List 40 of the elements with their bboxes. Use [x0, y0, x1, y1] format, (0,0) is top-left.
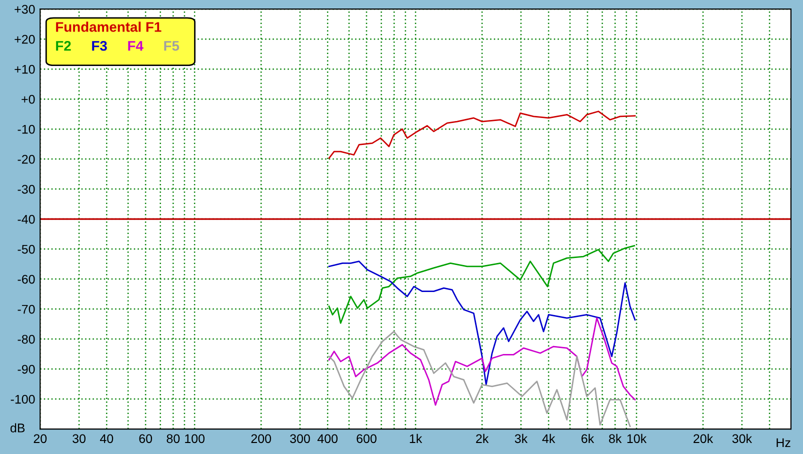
x-tick-label: 20 [34, 434, 47, 444]
x-tick-label: 40 [100, 434, 114, 444]
y-tick-label: -90 [18, 364, 35, 374]
y-tick-label: +30 [14, 4, 35, 14]
x-tick-label: 8k [609, 434, 622, 444]
y-tick-label: -50 [18, 244, 35, 254]
y-tick-label: -70 [18, 304, 35, 314]
x-tick-label: 100 [185, 434, 205, 444]
x-tick-label: 60 [139, 434, 152, 444]
y-tick-label: +0 [22, 94, 35, 104]
text: F2 [56, 40, 71, 51]
text: F5 [164, 41, 180, 51]
x-tick-label: 1k [410, 434, 422, 443]
x-tick-label: 600 [356, 434, 376, 444]
y-tick-label: -60 [18, 274, 35, 284]
x-axis-title: Hz [776, 438, 790, 447]
text: F4 [128, 41, 144, 51]
x-tick-label: 80 [166, 434, 180, 444]
y-tick-label: -80 [18, 334, 35, 344]
y-tick-label: -100 [10, 394, 35, 404]
x-tick-label: 3k [514, 434, 528, 444]
y-tick-label: -20 [18, 154, 35, 164]
y-tick-label: +10 [14, 64, 35, 74]
x-tick-label: 30k [732, 434, 752, 444]
x-tick-label: 20k [694, 434, 714, 444]
x-tick-label: 400 [317, 434, 338, 444]
x-tick-label: 10k [627, 434, 647, 444]
x-tick-label: 2k [476, 434, 489, 443]
text: Fundamental F1 [56, 22, 162, 32]
y-tick-label: -30 [18, 184, 35, 194]
text: F3 [92, 40, 107, 51]
x-tick-label: 4k [542, 434, 556, 443]
y-tick-label: -10 [18, 124, 35, 134]
y-tick-label: +20 [14, 34, 35, 44]
x-tick-label: 200 [251, 434, 272, 444]
y-tick-label: -40 [18, 214, 35, 224]
y-axis-title: dB [10, 423, 25, 432]
x-tick-label: 6k [582, 434, 594, 444]
x-tick-label: 300 [290, 434, 310, 444]
x-tick-label: 30 [72, 434, 86, 444]
